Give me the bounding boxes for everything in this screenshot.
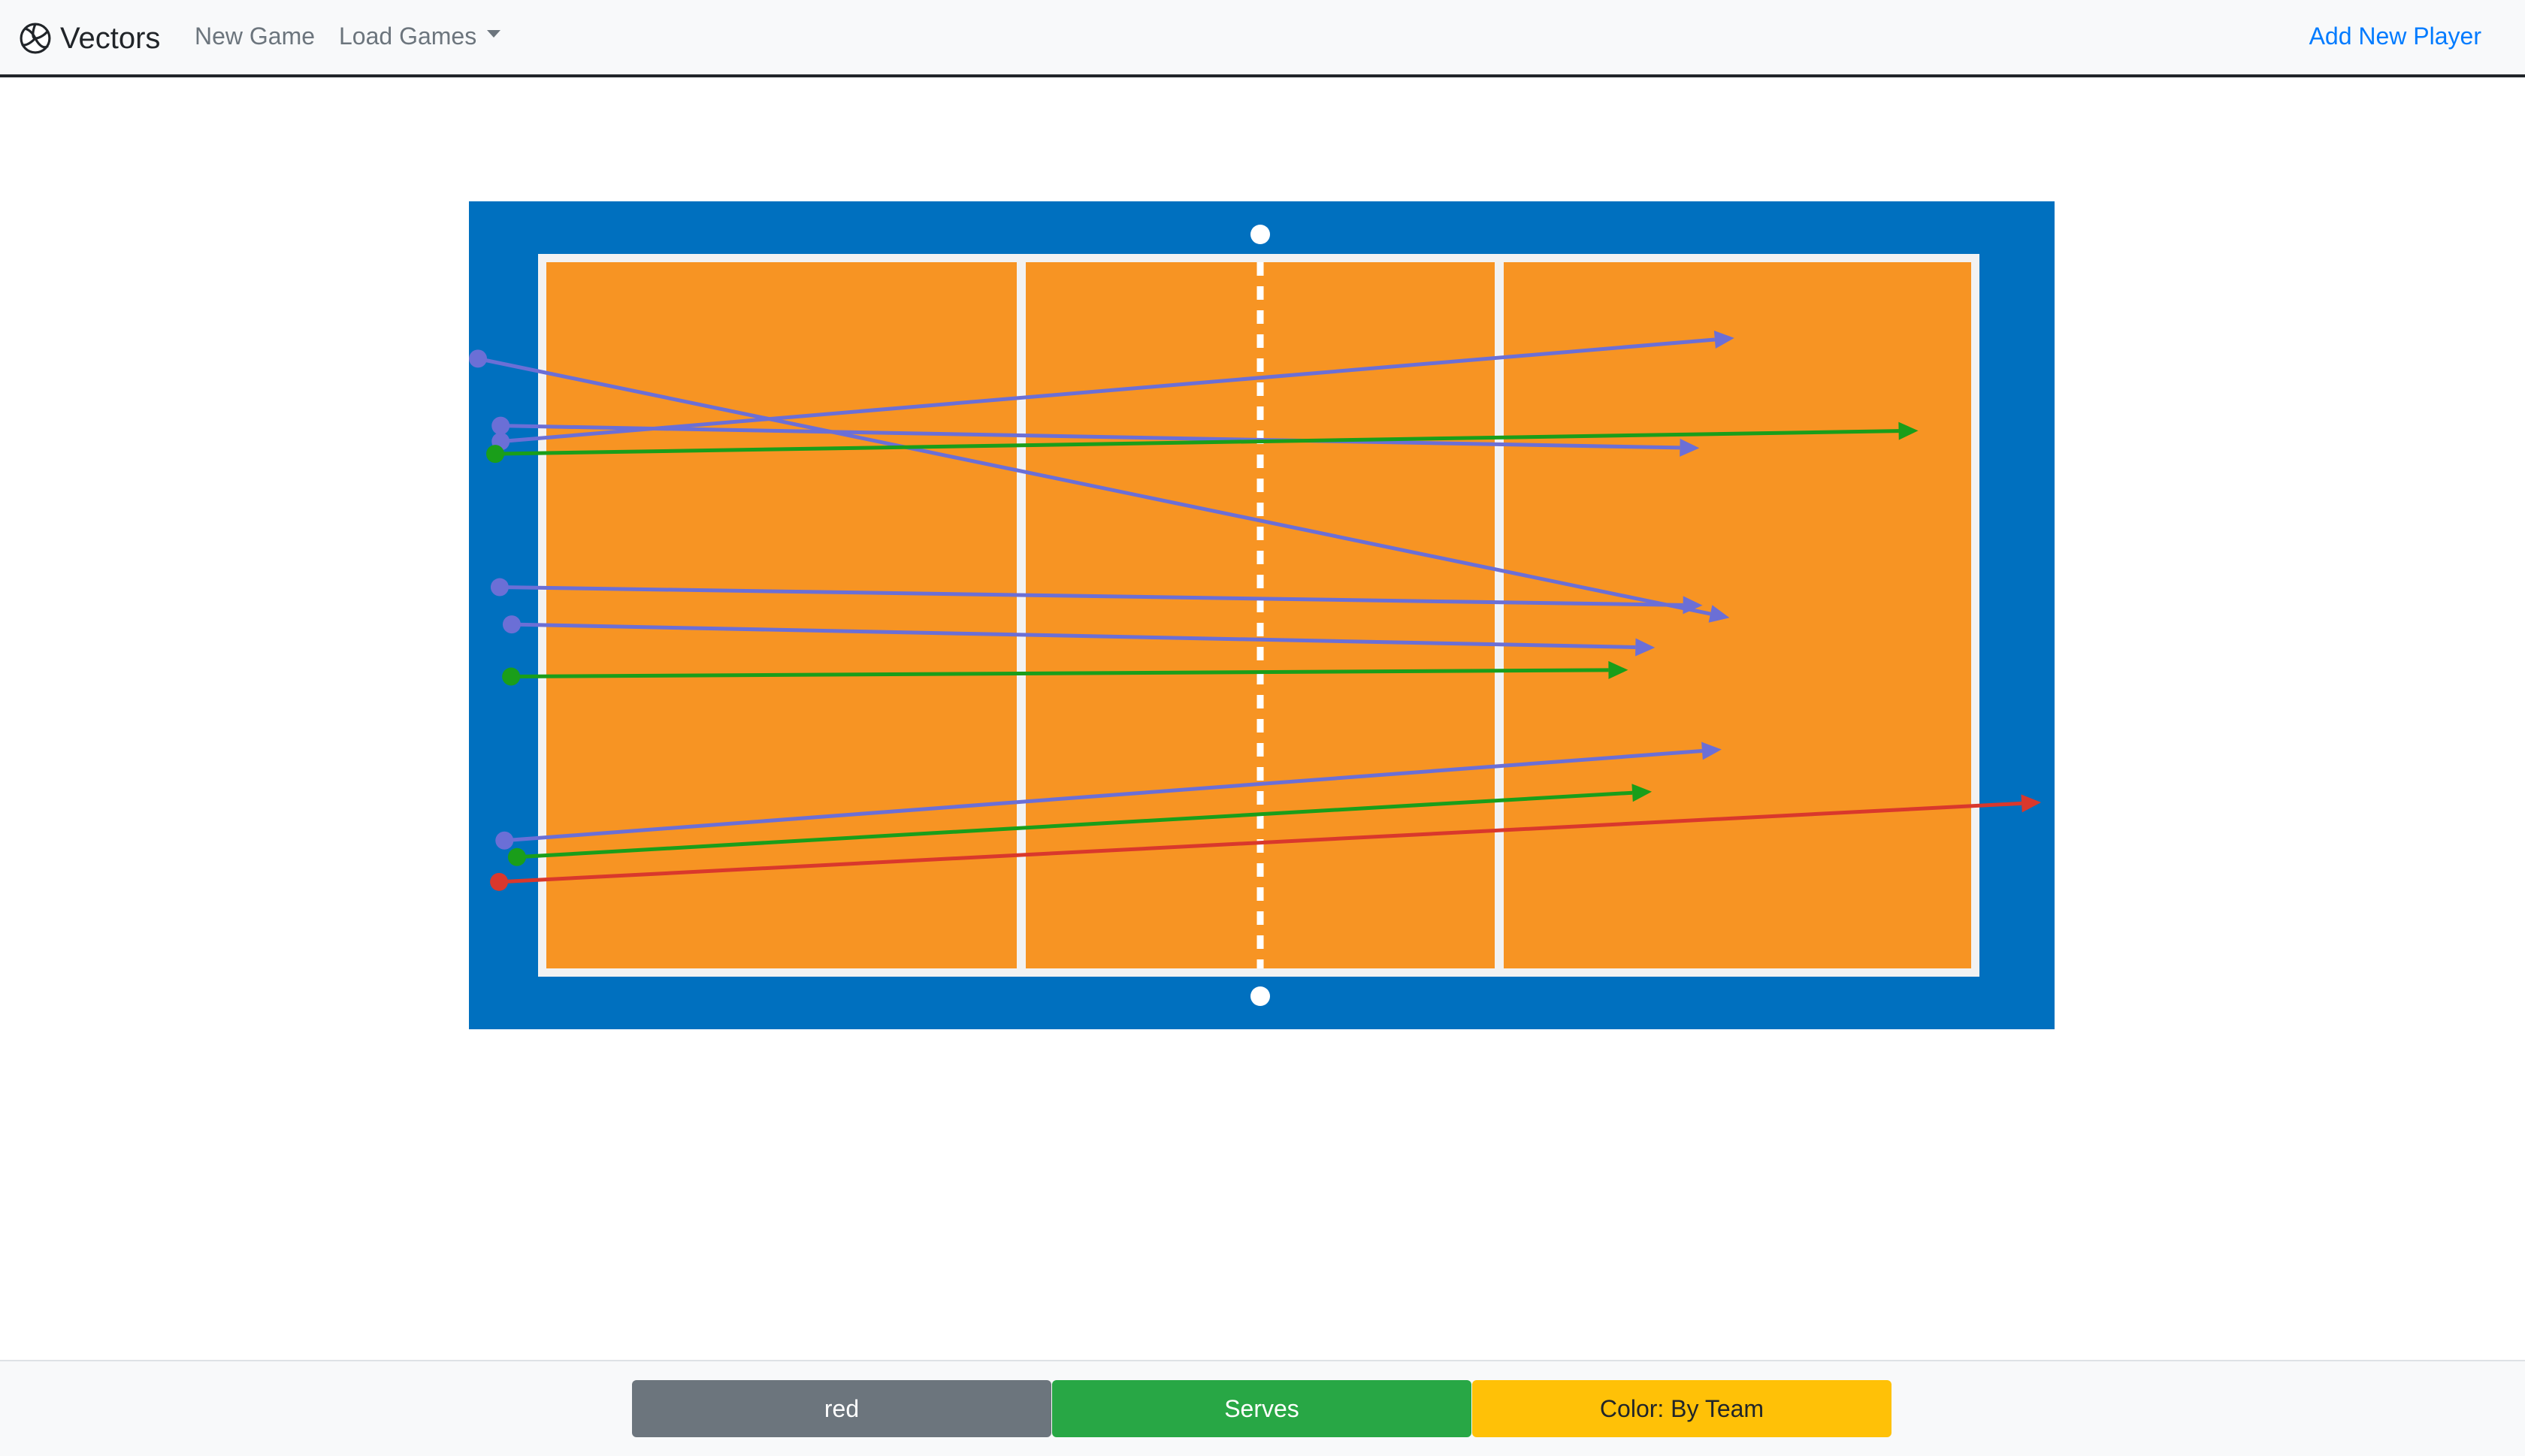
vector-origin-dot[interactable]: [507, 847, 526, 866]
chevron-down-icon: [487, 30, 501, 38]
vector-arrowhead: [1608, 660, 1628, 679]
vector-line: [500, 424, 1680, 450]
shot-type-button[interactable]: Serves: [1052, 1380, 1471, 1437]
vector-arrowhead: [1635, 638, 1656, 657]
shot-vector-4[interactable]: [486, 421, 1919, 464]
vector-line: [504, 748, 1703, 843]
top-navbar: Vectors New Game Load Games Add New Play…: [0, 0, 2525, 77]
brand-link[interactable]: Vectors: [20, 18, 160, 59]
volleyball-icon: [20, 23, 51, 54]
color-mode-button[interactable]: Color: By Team: [1472, 1380, 1891, 1437]
bottom-toolbar: red Serves Color: By Team: [0, 1360, 2525, 1456]
vector-line: [498, 801, 2022, 884]
vector-line: [494, 429, 1899, 456]
vector-origin-dot[interactable]: [495, 831, 514, 850]
vector-line: [499, 585, 1683, 607]
shot-vector-6[interactable]: [502, 615, 1656, 657]
vector-arrowhead: [1680, 438, 1700, 457]
vector-line: [511, 668, 1609, 679]
vector-origin-dot[interactable]: [490, 872, 509, 891]
shot-vector-7[interactable]: [502, 660, 1628, 686]
add-new-player-link[interactable]: Add New Player: [2309, 23, 2481, 50]
brand-name: Vectors: [60, 21, 161, 55]
vector-origin-dot[interactable]: [469, 349, 488, 368]
vector-origin-dot[interactable]: [486, 445, 505, 464]
vector-arrowhead: [1898, 421, 1919, 440]
vector-layer: [469, 331, 2042, 891]
shot-vector-8[interactable]: [495, 742, 1722, 850]
vector-line: [516, 790, 1633, 859]
vector-arrowhead: [1713, 331, 1734, 349]
vector-origin-dot[interactable]: [502, 615, 521, 634]
vector-arrowhead: [1701, 742, 1722, 760]
load-games-label: Load Games: [339, 23, 477, 50]
vector-arrowhead: [2021, 794, 2042, 813]
vector-arrowhead: [1683, 596, 1703, 615]
court-zone-right: [1504, 262, 1971, 968]
new-game-link[interactable]: New Game: [195, 23, 316, 50]
shot-vector-5[interactable]: [490, 578, 1703, 615]
net-post-top: [1250, 225, 1270, 244]
vector-line: [511, 622, 1636, 649]
vector-line: [500, 337, 1716, 444]
shot-vector-9[interactable]: [507, 784, 1653, 866]
vector-origin-dot[interactable]: [502, 667, 521, 686]
volleyball-court[interactable]: [469, 201, 2055, 1029]
shot-vector-3[interactable]: [491, 416, 1700, 457]
team-select-button[interactable]: red: [632, 1380, 1051, 1437]
vector-line: [477, 356, 1711, 616]
shot-vector-10[interactable]: [490, 794, 2042, 891]
vector-arrowhead: [1631, 784, 1653, 802]
vector-arrowhead: [1708, 605, 1730, 623]
vector-origin-dot[interactable]: [490, 578, 509, 597]
load-games-dropdown[interactable]: Load Games: [339, 21, 501, 51]
net-post-bottom: [1250, 986, 1270, 1006]
shot-vector-1[interactable]: [469, 349, 1730, 623]
vector-origin-dot[interactable]: [491, 416, 510, 435]
court-zone-left: [546, 262, 1017, 968]
